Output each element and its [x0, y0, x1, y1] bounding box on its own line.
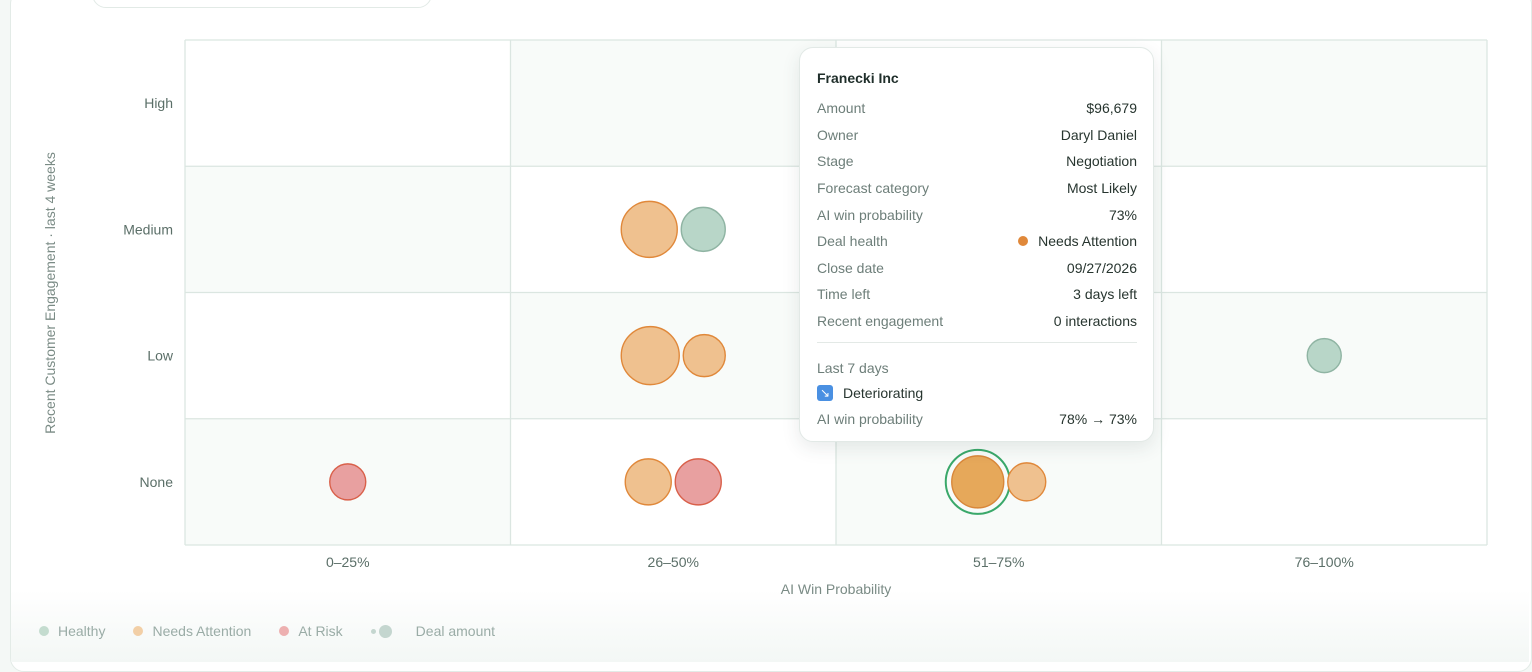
- deal-bubble[interactable]: [674, 458, 722, 506]
- needs-attention-swatch: [133, 626, 144, 636]
- tooltip-row: Deal health Needs Attention: [817, 228, 1137, 255]
- x-axis-title: AI Win Probability: [781, 581, 891, 597]
- tooltip-row: Time left 3 days left: [817, 281, 1137, 308]
- tooltip-row-value: 3 days left: [1073, 286, 1137, 303]
- tooltip-divider: [817, 342, 1137, 344]
- grid-cell: [510, 40, 836, 167]
- tooltip-row: AI win probability 73%: [817, 201, 1137, 228]
- x-tick-label: 26–50%: [648, 554, 699, 570]
- grid-cell: [1161, 166, 1487, 293]
- tooltip-row-label: Forecast category: [817, 180, 930, 197]
- tooltip-row-label: Stage: [817, 153, 854, 170]
- grid-cell: [510, 418, 836, 545]
- legend-needs-attention-label: Needs Attention: [152, 623, 252, 639]
- at-risk-swatch: [279, 626, 290, 636]
- selected-deal-bubble[interactable]: [951, 455, 1005, 509]
- tooltip-row-value: Daryl Daniel: [1060, 126, 1137, 143]
- x-tick-label: 51–75%: [973, 554, 1024, 570]
- tooltip-row: Close date 09/27/2026: [817, 255, 1137, 282]
- tooltip-row-value: Needs Attention: [1018, 233, 1137, 249]
- tooltip-row-label: Owner: [817, 126, 859, 143]
- tooltip-row-value: $96,679: [1086, 100, 1137, 117]
- tooltip-row-label: Recent engagement: [817, 313, 944, 330]
- tooltip-row: Recent engagement 0 interactions: [817, 308, 1137, 335]
- tooltip-row-value: 0 interactions: [1053, 313, 1137, 330]
- grid-cell: [185, 166, 511, 293]
- legend-at-risk-label: At Risk: [298, 623, 343, 639]
- health-value-text: Needs Attention: [1038, 233, 1137, 250]
- tooltip-title: Franecki Inc: [817, 70, 899, 86]
- trend-down-icon: ↘: [817, 385, 833, 402]
- tooltip-row-label: Close date: [817, 259, 884, 276]
- grid-cell: [185, 292, 511, 419]
- tooltip-row-label: Time left: [817, 286, 871, 303]
- tooltip-row: Owner Daryl Daniel: [817, 122, 1137, 149]
- health-dot-icon: [1018, 236, 1029, 247]
- deal-bubble[interactable]: [1306, 337, 1342, 374]
- tooltip-row-value: 73%: [1108, 206, 1137, 223]
- deal-bubble[interactable]: [620, 200, 678, 259]
- legend-healthy[interactable]: Healthy: [39, 623, 105, 639]
- y-tick-label: None: [140, 474, 174, 490]
- legend-area: [11, 590, 1529, 662]
- y-tick-label: Medium: [123, 221, 173, 237]
- y-axis-title: Recent Customer Engagement · last 4 week…: [42, 152, 58, 434]
- grid-cell: [1161, 418, 1487, 545]
- trend-row: ↘ Deteriorating: [817, 381, 1137, 405]
- grid-cell: [185, 40, 511, 167]
- tooltip-row-label: AI win probability: [817, 206, 923, 223]
- tooltip-row-value: Negotiation: [1066, 153, 1137, 170]
- tooltip-row-value: 09/27/2026: [1066, 259, 1137, 276]
- deal-bubble[interactable]: [620, 325, 680, 386]
- tooltip-row: Amount $96,679: [817, 95, 1137, 122]
- legend-deal-amount-label: Deal amount: [415, 623, 496, 639]
- tooltip-row-label: Amount: [817, 100, 866, 117]
- deal-amount-size-icon: [370, 624, 392, 638]
- legend-healthy-label: Healthy: [58, 623, 106, 639]
- tooltip-row-label: Deal health: [817, 233, 888, 250]
- x-tick-label: 0–25%: [326, 554, 370, 570]
- deal-bubble[interactable]: [329, 463, 367, 501]
- deal-bubble[interactable]: [680, 206, 726, 253]
- y-tick-label: Low: [147, 348, 174, 364]
- deal-bubble[interactable]: [1007, 462, 1047, 502]
- deal-bubble[interactable]: [624, 458, 672, 506]
- healthy-swatch: [39, 626, 49, 636]
- x-tick-label: 76–100%: [1295, 554, 1354, 570]
- legend: Healthy Needs Attention At Risk Deal amo…: [39, 623, 523, 639]
- deal-bubble[interactable]: [682, 333, 726, 378]
- tooltip-row-value: Most Likely: [1066, 180, 1137, 197]
- change-value: 78% → 73%: [1059, 410, 1137, 427]
- change-label: AI win probability: [817, 410, 923, 427]
- tooltip-change-row: AI win probability 78% → 73%: [817, 405, 1137, 432]
- deal-tooltip: Franecki Inc Amount $96,679 Owner Daryl Dan…: [799, 47, 1154, 442]
- legend-deal-amount: Deal amount: [370, 623, 496, 639]
- y-tick-label: High: [144, 95, 173, 111]
- trend-label: Deteriorating: [843, 385, 924, 402]
- grid-cell: [1161, 40, 1487, 167]
- legend-needs-attention[interactable]: Needs Attention: [133, 623, 251, 639]
- legend-at-risk[interactable]: At Risk: [279, 623, 343, 639]
- tooltip-period-label: Last 7 days: [817, 360, 889, 377]
- tooltip-row: Forecast category Most Likely: [817, 175, 1137, 202]
- tooltip-row: Stage Negotiation: [817, 148, 1137, 175]
